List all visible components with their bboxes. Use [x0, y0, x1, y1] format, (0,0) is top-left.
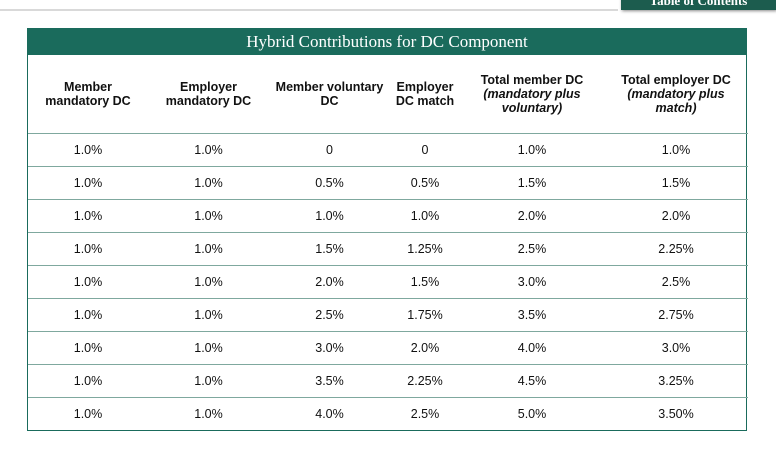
table-row: 1.0% 1.0% 4.0% 2.5% 5.0% 3.50%	[28, 398, 748, 431]
header-label: Member mandatory DC	[45, 80, 131, 108]
table-cell: 1.0%	[28, 331, 148, 365]
table-cell: 4.0%	[460, 331, 604, 365]
table-cell: 3.50%	[658, 407, 694, 421]
header-row: Member mandatory DC Employer mandatory DC…	[28, 55, 748, 134]
table-cell: 0	[390, 133, 460, 167]
table-cell: 1.0%	[28, 166, 148, 200]
table-cell: 1.0%	[28, 133, 148, 167]
table-cell: 2.0%	[460, 199, 604, 233]
column-header: Total employer DC (mandatory plus match)	[604, 55, 748, 134]
header-label: Total employer DC	[621, 73, 731, 87]
table-cell: 0.5%	[390, 166, 460, 200]
table-cell: 1.0%	[390, 199, 460, 233]
table-cell: 3.0%	[460, 265, 604, 299]
table-cell: 2.5%	[410, 407, 440, 421]
column-header: Employer mandatory DC	[148, 55, 269, 134]
table-cell: 2.25%	[604, 232, 748, 266]
header-label: Total member DC	[480, 73, 584, 87]
table-row: 1.0% 1.0% 0 0 1.0% 1.0%	[28, 133, 748, 167]
table-cell: 4.0%	[315, 407, 344, 421]
header-label: Employer mandatory DC	[165, 80, 252, 108]
table-cell: 1.0%	[460, 133, 604, 167]
table: Member mandatory DC Employer mandatory DC…	[28, 55, 748, 430]
table-cell: 0	[269, 133, 390, 167]
table-cell: 1.75%	[390, 298, 460, 332]
table-cell: 1.0%	[148, 199, 269, 233]
table-container: Hybrid Contributions for DC Component Me…	[27, 28, 748, 431]
table-row: 1.0% 1.0% 1.5% 1.25% 2.5% 2.25%	[28, 232, 748, 266]
table-cell: 1.0%	[73, 407, 103, 421]
divider	[0, 9, 618, 11]
table-row: 1.0% 1.0% 3.0% 2.0% 4.0% 3.0%	[28, 331, 748, 365]
table-cell: 1.0%	[148, 364, 269, 398]
table-row: 1.0% 1.0% 2.0% 1.5% 3.0% 2.5%	[28, 265, 748, 299]
table-cell: 0.5%	[269, 166, 390, 200]
table-cell: 1.0%	[28, 364, 148, 398]
table-cell: 3.5%	[269, 364, 390, 398]
header-label: Employer DC match	[395, 80, 455, 108]
table-cell: 3.5%	[460, 298, 604, 332]
table-cell: 1.0%	[148, 298, 269, 332]
toc-button[interactable]: Table of Contents	[621, 0, 776, 10]
table-cell: 1.0%	[604, 133, 748, 167]
table-row: 1.0% 1.0% 1.0% 1.0% 2.0% 2.0%	[28, 199, 748, 233]
column-header: Member mandatory DC	[28, 55, 148, 134]
table-cell: 2.25%	[390, 364, 460, 398]
table-cell: 1.0%	[194, 407, 223, 421]
table-cell: 2.0%	[269, 265, 390, 299]
header-note: (mandatory plus match)	[627, 87, 725, 115]
table-cell: 2.5%	[269, 298, 390, 332]
table-cell: 2.0%	[604, 199, 748, 233]
table-cell: 1.5%	[604, 166, 748, 200]
table-row: 1.0% 1.0% 3.5% 2.25% 4.5% 3.25%	[28, 364, 748, 398]
header-note: (mandatory plus voluntary)	[483, 87, 581, 115]
table-cell: 1.0%	[28, 265, 148, 299]
table-cell: 2.0%	[390, 331, 460, 365]
table-title: Hybrid Contributions for DC Component	[28, 29, 746, 55]
table-cell: 3.0%	[604, 331, 748, 365]
table-cell: 5.0%	[517, 407, 547, 421]
table-cell: 3.25%	[604, 364, 748, 398]
table-cell: 1.5%	[269, 232, 390, 266]
table-cell: 1.0%	[28, 199, 148, 233]
table-cell: 2.5%	[460, 232, 604, 266]
table-cell: 1.0%	[148, 166, 269, 200]
table-row: 1.0% 1.0% 0.5% 0.5% 1.5% 1.5%	[28, 166, 748, 200]
table-cell: 1.0%	[269, 199, 390, 233]
table-cell: 1.0%	[28, 232, 148, 266]
column-header: Member voluntary DC	[269, 55, 390, 134]
table-cell: 1.5%	[460, 166, 604, 200]
table-cell: 1.0%	[148, 265, 269, 299]
table-cell: 1.25%	[390, 232, 460, 266]
table-row: 1.0% 1.0% 2.5% 1.75% 3.5% 2.75%	[28, 298, 748, 332]
table-cell: 1.0%	[148, 232, 269, 266]
table-cell: 2.5%	[604, 265, 748, 299]
table-cell: 1.0%	[28, 298, 148, 332]
table-cell: 1.5%	[390, 265, 460, 299]
column-header: Total member DC (mandatory plus voluntary…	[460, 55, 604, 134]
column-header: Employer DC match	[390, 55, 460, 134]
table-cell: 2.75%	[604, 298, 748, 332]
header-label: Member voluntary DC	[275, 80, 384, 108]
table-body: 1.0% 1.0% 0 0 1.0% 1.0% 1.0% 1.0% 0.5% 0.5% 1.5% 1.…	[28, 133, 748, 431]
table-cell: 1.0%	[148, 331, 269, 365]
table-cell: 1.0%	[148, 133, 269, 167]
table-cell: 4.5%	[460, 364, 604, 398]
table-cell: 3.0%	[269, 331, 390, 365]
